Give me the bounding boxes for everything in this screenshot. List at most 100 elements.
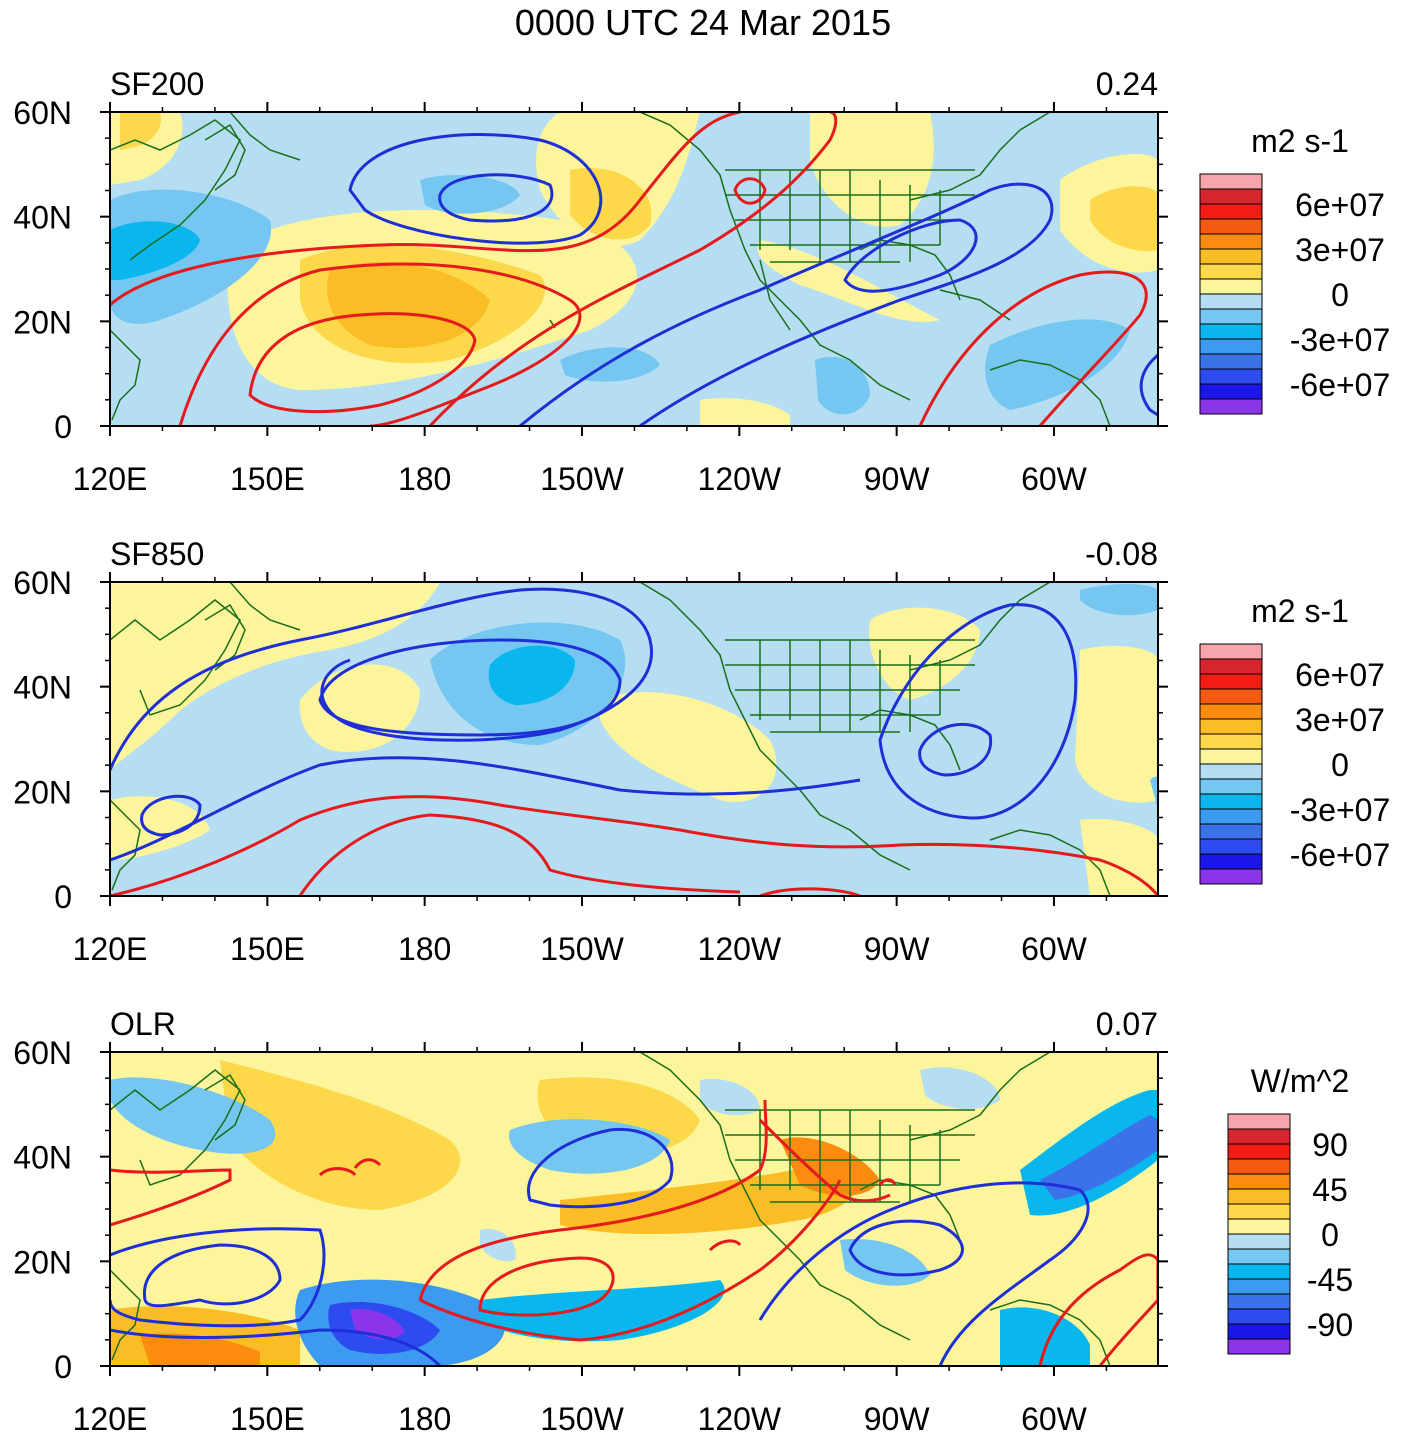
colorbar-swatch xyxy=(1227,1218,1291,1235)
colorbar-swatch xyxy=(1199,688,1263,705)
panel-correlation: 0.07 xyxy=(1096,1006,1158,1042)
colorbar-swatch xyxy=(1227,1263,1291,1280)
x-tick-label: 150E xyxy=(230,1401,305,1437)
colorbar-label: 45 xyxy=(1312,1172,1348,1208)
x-tick-label: 90W xyxy=(864,1401,931,1437)
colorbar-label: -3e+07 xyxy=(1290,792,1391,828)
panel-sf850: SF850 -0.08 xyxy=(109,536,1159,897)
colorbar-swatch xyxy=(1199,353,1263,370)
y-tick-label: 20N xyxy=(13,774,72,810)
x-tick-label: 180 xyxy=(398,1401,451,1437)
colorbar-swatch xyxy=(1227,1203,1291,1220)
colorbar-units: m2 s-1 xyxy=(1251,123,1349,159)
colorbar-label: 6e+07 xyxy=(1295,187,1385,223)
x-tick-label: 120W xyxy=(698,1401,782,1437)
x-tick-label: 120W xyxy=(698,461,782,497)
contours xyxy=(110,587,1158,896)
colorbar-swatch xyxy=(1227,1233,1291,1250)
y-tick-label: 20N xyxy=(13,1244,72,1280)
colorbar-swatch xyxy=(1227,1113,1291,1130)
colorbar-swatch xyxy=(1199,733,1263,750)
x-tick-label: 150E xyxy=(230,931,305,967)
colorbar-swatch xyxy=(1227,1338,1291,1355)
colorbar-swatch xyxy=(1199,308,1263,325)
colorbars: m2 s-1 m2 s-1 W/m^2 6e+07 3e+07 0 -3e+07 -6e… xyxy=(1199,123,1391,1355)
colorbar-swatch xyxy=(1199,263,1263,280)
colorbar-label: -45 xyxy=(1307,1262,1353,1298)
y-tick-label: 60N xyxy=(13,95,72,131)
x-tick-label: 120W xyxy=(698,931,782,967)
coastlines xyxy=(110,582,1111,896)
x-tick-label: 150W xyxy=(540,461,624,497)
colorbar-swatch xyxy=(1199,203,1263,220)
colorbar-units: m2 s-1 xyxy=(1251,593,1349,629)
panel-correlation: 0.24 xyxy=(1096,66,1158,102)
colorbar-swatch xyxy=(1227,1128,1291,1145)
x-tick-label: 90W xyxy=(864,461,931,497)
colorbar-swatch xyxy=(1227,1278,1291,1295)
panel-label: SF850 xyxy=(110,536,204,572)
x-tick-label: 150E xyxy=(230,461,305,497)
colorbar-swatch xyxy=(1227,1158,1291,1175)
x-tick-label: 120E xyxy=(73,461,148,497)
colorbar-swatch xyxy=(1199,823,1263,840)
colorbar-label: 6e+07 xyxy=(1295,657,1385,693)
colorbar-swatch xyxy=(1199,868,1263,885)
colorbar-units: W/m^2 xyxy=(1251,1063,1350,1099)
colorbar-swatch xyxy=(1199,368,1263,385)
colorbar-label: 0 xyxy=(1321,1217,1339,1253)
figure-title: 0000 UTC 24 Mar 2015 xyxy=(514,2,892,43)
colorbar-swatch xyxy=(1199,293,1263,310)
y-tick-label: 60N xyxy=(13,1035,72,1071)
colorbar-swatch xyxy=(1199,188,1263,205)
colorbar-swatch xyxy=(1199,703,1263,720)
coastlines xyxy=(110,1052,1111,1366)
panel-label: SF200 xyxy=(110,66,204,102)
map-field xyxy=(110,582,1158,896)
colorbar-swatch xyxy=(1199,778,1263,795)
y-tick-label: 0 xyxy=(54,409,72,445)
colorbar-label: 90 xyxy=(1312,1127,1348,1163)
colorbar-swatch xyxy=(1199,323,1263,340)
colorbar-swatch xyxy=(1227,1143,1291,1160)
x-tick-label: 150W xyxy=(540,1401,624,1437)
colorbar-label: 3e+07 xyxy=(1295,232,1385,268)
y-tick-label: 0 xyxy=(54,879,72,915)
panel-sf200: SF200 0.24 xyxy=(109,66,1159,427)
y-tick-label: 60N xyxy=(13,565,72,601)
colorbar-label: 0 xyxy=(1331,277,1349,313)
colorbar-swatch xyxy=(1227,1293,1291,1310)
y-tick-label: 40N xyxy=(13,670,72,706)
colorbar-label: -90 xyxy=(1307,1307,1353,1343)
panel-olr: OLR 0.07 xyxy=(109,1006,1159,1367)
colorbar-swatch xyxy=(1199,278,1263,295)
colorbar-swatch xyxy=(1199,748,1263,765)
colorbar-swatch xyxy=(1199,383,1263,400)
contours xyxy=(110,112,1158,426)
colorbar-swatch xyxy=(1199,853,1263,870)
colorbar-swatch xyxy=(1199,718,1263,735)
colorbar-swatch xyxy=(1199,173,1263,190)
colorbar-swatch xyxy=(1199,338,1263,355)
colorbar-swatch xyxy=(1199,643,1263,660)
y-tick-label: 0 xyxy=(54,1349,72,1385)
x-tick-label: 90W xyxy=(864,931,931,967)
x-tick-label: 60W xyxy=(1021,931,1088,967)
colorbar-label: 0 xyxy=(1331,747,1349,783)
x-tick-label: 120E xyxy=(73,1401,148,1437)
coastlines xyxy=(110,112,1111,426)
colorbar-label: -6e+07 xyxy=(1290,367,1391,403)
colorbar-swatch xyxy=(1199,673,1263,690)
map-field xyxy=(110,112,1158,426)
colorbar-swatch xyxy=(1199,658,1263,675)
x-tick-label: 180 xyxy=(398,931,451,967)
colorbar-label: -3e+07 xyxy=(1290,322,1391,358)
colorbar-swatch xyxy=(1227,1248,1291,1265)
colorbar-swatch xyxy=(1199,398,1263,415)
x-tick-label: 120E xyxy=(73,931,148,967)
colorbar-label: -6e+07 xyxy=(1290,837,1391,873)
colorbar-swatch xyxy=(1227,1188,1291,1205)
x-tick-label: 60W xyxy=(1021,461,1088,497)
